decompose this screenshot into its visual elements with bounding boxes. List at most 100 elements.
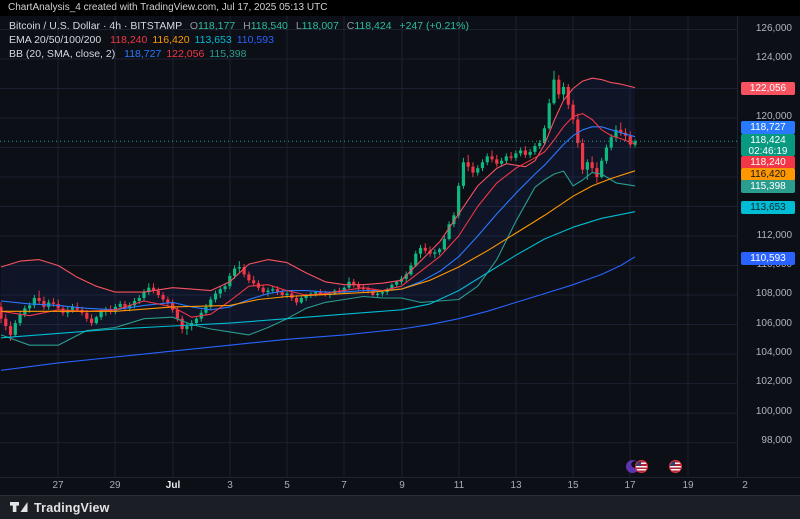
candle-body xyxy=(8,326,13,335)
candle-body xyxy=(85,312,89,319)
candle-body xyxy=(237,267,241,269)
candle-body xyxy=(252,280,256,284)
candle-body xyxy=(552,79,556,104)
price-label-ema-20: 118,240 xyxy=(741,155,795,169)
candle-body xyxy=(242,267,246,275)
candle-body xyxy=(42,300,46,307)
candle-body xyxy=(476,168,480,173)
candle-body xyxy=(519,150,523,154)
tradingview-logo-icon[interactable] xyxy=(10,501,28,515)
high-value: 118,540 xyxy=(250,20,288,32)
candle-body xyxy=(352,281,356,285)
candle-body xyxy=(418,247,423,254)
close-label: C xyxy=(346,20,355,32)
candle-body xyxy=(390,284,394,290)
candle-body xyxy=(275,289,280,293)
price-tick: 120,000 xyxy=(755,111,792,122)
close-value: 118,424 xyxy=(354,20,392,32)
candle-body xyxy=(318,292,323,294)
price-label-bb-basis: 118,727 xyxy=(741,120,795,134)
footer-bar: TradingView xyxy=(0,495,800,519)
change-value: +247 (+0.21%) xyxy=(399,20,469,32)
candle-body xyxy=(28,305,32,309)
candle-body xyxy=(437,249,442,253)
candle-body xyxy=(595,168,599,178)
symbol-meta: · 4h · BITSTAMP xyxy=(100,20,182,32)
candle-body xyxy=(490,156,494,160)
plot-area xyxy=(0,16,737,477)
candle-body xyxy=(600,160,604,178)
candle-body xyxy=(118,303,122,307)
ema100-line xyxy=(0,211,636,339)
candle-body xyxy=(466,162,470,167)
candle-body xyxy=(166,299,170,303)
candle-body xyxy=(452,215,456,225)
candle-body xyxy=(185,326,189,329)
candle-body xyxy=(4,318,8,327)
candle-body xyxy=(566,87,570,105)
candle-body xyxy=(128,305,132,309)
candle-body xyxy=(37,298,41,301)
bb-indicator-label: BB (20, SMA, close, 2) xyxy=(9,48,116,60)
candle-body xyxy=(51,302,56,304)
legend-bb-row[interactable]: BB (20, SMA, close, 2) 118,727 122,056 115… xyxy=(9,49,469,60)
candle-body xyxy=(485,156,489,163)
indicator-value: 115,398 xyxy=(209,48,247,60)
price-tick: 98,000 xyxy=(761,435,792,446)
price-label-ema-50: 116,420 xyxy=(741,167,795,181)
candle-body xyxy=(18,314,22,324)
candle-body xyxy=(194,318,199,324)
candle-body xyxy=(604,147,609,161)
time-axis[interactable]: 27 29 Jul 3 5 7 9 11 13 15 17 19 2 xyxy=(0,477,800,495)
bb-lower-line xyxy=(0,170,636,346)
candle-body xyxy=(366,289,370,291)
bar-countdown: 02:46:19 xyxy=(748,146,788,157)
time-label: Jul xyxy=(165,480,181,491)
ema50-line xyxy=(1,170,636,312)
price-scale[interactable]: 126,000124,000120,000116,000114,000112,0… xyxy=(737,16,800,477)
candle-body xyxy=(361,287,365,290)
price-tick: 100,000 xyxy=(755,406,792,417)
candle-body xyxy=(371,290,375,296)
candle-body xyxy=(209,299,213,307)
time-label: 19 xyxy=(682,480,694,491)
candle-body xyxy=(123,303,127,309)
time-label: 2 xyxy=(742,480,748,491)
candle-body xyxy=(113,306,118,312)
price-label-bb-upper: 122,056 xyxy=(741,81,795,95)
us-economic-event-icon[interactable] xyxy=(669,460,682,473)
legend-ema-row[interactable]: EMA 20/50/100/200 118,240 116,420 113,653 1… xyxy=(9,35,469,46)
high-label: H xyxy=(243,20,251,32)
price-tick: 104,000 xyxy=(755,347,792,358)
candle-body xyxy=(628,135,632,145)
legend-symbol-row[interactable]: Bitcoin / U.S. Dollar · 4h · BITSTAMP O1… xyxy=(9,21,469,32)
ema20-line xyxy=(0,113,636,318)
low-value: 118,007 xyxy=(301,20,339,32)
price-tick: 112,000 xyxy=(756,230,792,241)
candle-body xyxy=(495,159,499,164)
candle-body xyxy=(285,293,289,296)
candle-body xyxy=(0,306,3,319)
us-economic-event-icon[interactable] xyxy=(635,460,648,473)
candle-body xyxy=(271,289,275,291)
indicator-value: 113,653 xyxy=(194,34,232,46)
price-tick: 102,000 xyxy=(755,376,792,387)
candle-body xyxy=(461,162,466,186)
price-tick: 110,000 xyxy=(756,259,792,270)
candle-body xyxy=(299,298,303,303)
candle-body xyxy=(266,290,270,293)
candle-body xyxy=(547,103,551,129)
tradingview-brand-text[interactable]: TradingView xyxy=(34,500,110,515)
time-label: 15 xyxy=(567,480,579,491)
candle-body xyxy=(142,292,146,299)
candle-body xyxy=(542,128,547,144)
candle-body xyxy=(471,166,475,173)
price-label-bb-lower: 115,398 xyxy=(741,179,795,193)
candle-body xyxy=(509,156,513,158)
price-tick: 106,000 xyxy=(755,318,792,329)
candle-body xyxy=(223,286,227,290)
candle-body xyxy=(380,292,384,294)
candle-body xyxy=(32,298,36,306)
candle-body xyxy=(395,281,399,285)
